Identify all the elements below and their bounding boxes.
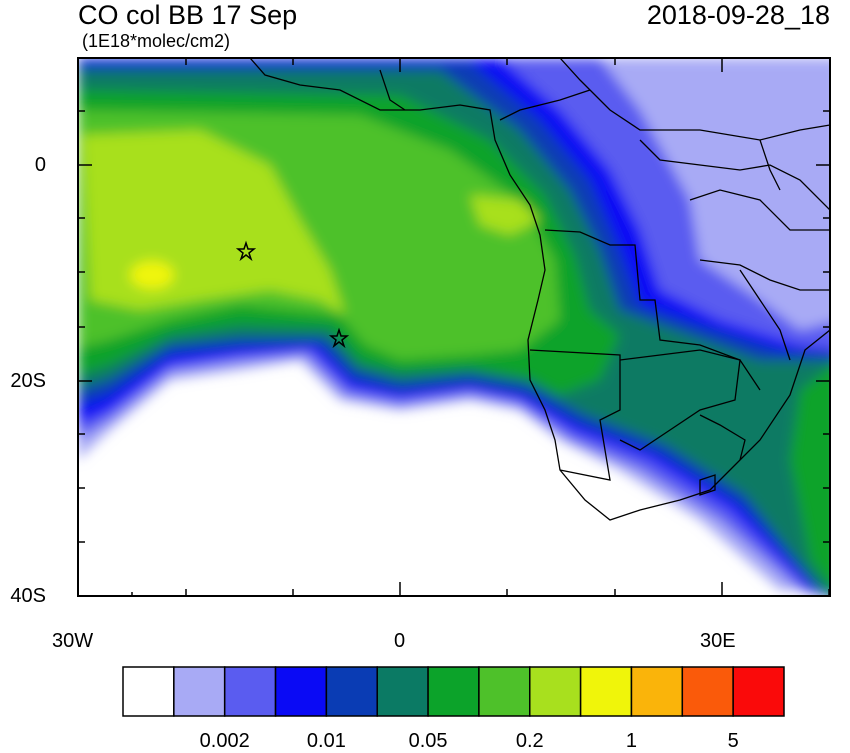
- colorbar-swatch: [427, 666, 480, 717]
- colorbar-swatch: [529, 666, 582, 717]
- colorbar-swatch: [630, 666, 684, 717]
- x-tick-label: 30E: [700, 630, 736, 652]
- colorbar-swatch: [223, 666, 277, 717]
- colorbar-swatch: [122, 666, 175, 717]
- y-tick-label: 40S: [10, 585, 46, 607]
- colorbar-label: 0.05: [408, 730, 448, 752]
- y-tick-label: 20S: [10, 370, 46, 392]
- units-label: (1E18*molec/cm2): [82, 31, 231, 51]
- coastlines: [249, 58, 830, 521]
- colorbar-label: 1: [625, 730, 638, 752]
- colorbar-swatch: [376, 666, 429, 717]
- colorbar-swatch: [274, 666, 328, 717]
- map-title: CO col BB 17 Sep: [78, 0, 298, 30]
- colorbar-label: 0.2: [515, 730, 544, 752]
- colorbar: [122, 666, 785, 717]
- colorbar-label: 0.01: [306, 730, 346, 752]
- colorbar-swatch: [478, 666, 531, 717]
- colorbar-label: 5: [727, 730, 739, 752]
- timestamp: 2018-09-28_18: [646, 0, 830, 30]
- x-tick-label: 0: [394, 630, 406, 652]
- colorbar-swatch: [681, 666, 734, 717]
- colorbar-label: 0.002: [199, 730, 250, 752]
- axis-ticks: [77, 58, 830, 597]
- colorbar-swatch: [173, 666, 226, 717]
- star-marker-2: [328, 327, 350, 349]
- colorbar-swatch: [732, 666, 785, 717]
- x-tick-label: 30W: [52, 630, 94, 652]
- star-marker-1: [235, 240, 257, 262]
- y-tick-label: 0: [34, 154, 46, 176]
- colorbar-swatch: [579, 666, 633, 717]
- co-column-field: [78, 58, 830, 596]
- colorbar-swatch: [325, 666, 378, 717]
